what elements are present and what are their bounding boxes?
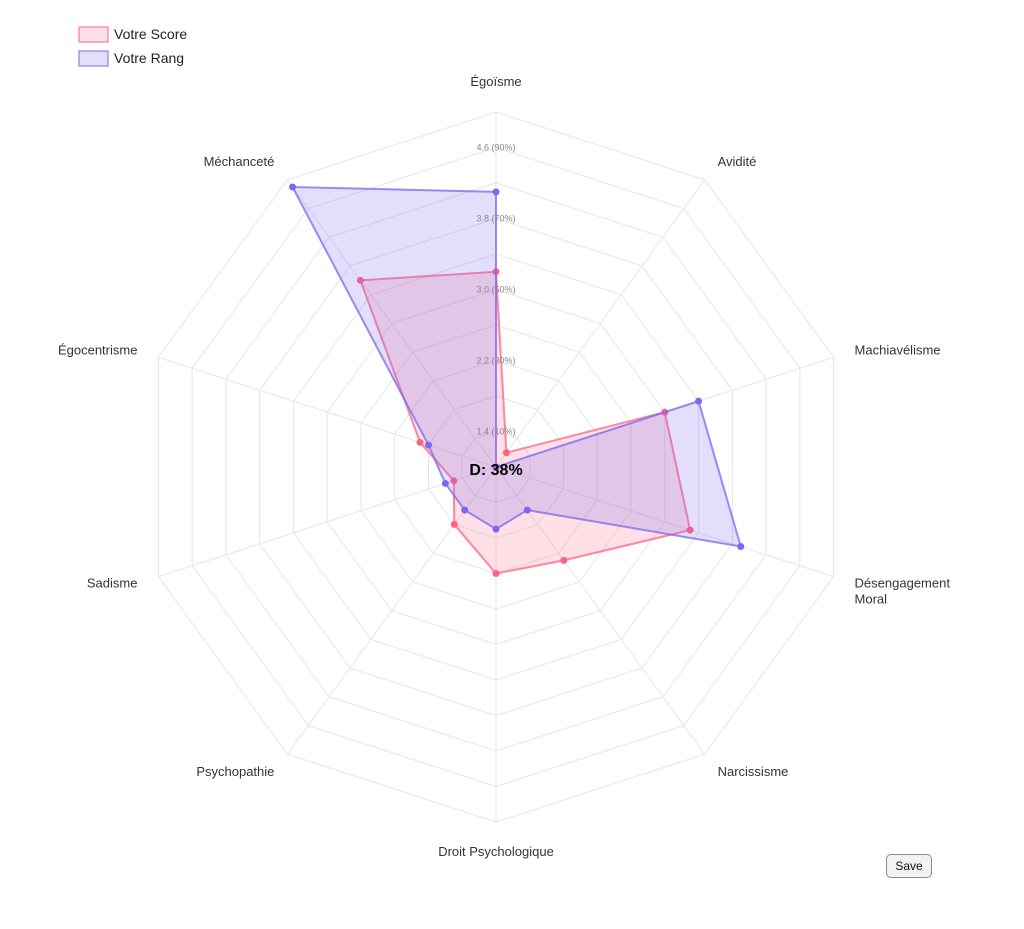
data-point [492, 525, 500, 533]
data-point [492, 570, 500, 577]
axis-label: Méchanceté [204, 154, 275, 169]
data-point [356, 276, 364, 284]
axis-label: Avidité [718, 154, 757, 169]
data-point [461, 506, 469, 514]
axis-label: Sadisme [87, 575, 138, 590]
grid-spoke [495, 466, 706, 755]
data-point [492, 463, 500, 471]
grid-spoke [158, 356, 497, 468]
data-point [424, 441, 432, 449]
grid-spoke [495, 466, 834, 578]
grid-spoke [286, 466, 497, 755]
data-point [450, 477, 458, 485]
axis-label: Égoïsme [470, 74, 521, 89]
tick-label: 3.8 (70%) [476, 214, 515, 224]
data-point [289, 183, 297, 191]
radar-series [289, 183, 745, 577]
axis-label: Narcissisme [718, 764, 789, 779]
data-point [686, 526, 694, 534]
axis-label: Droit Psychologique [438, 844, 554, 859]
data-point [523, 506, 531, 514]
data-point [416, 438, 424, 446]
axis-label: Psychopathie [196, 764, 274, 779]
tick-label: 2.2 (30%) [476, 356, 515, 366]
data-point [737, 543, 745, 551]
data-point [492, 188, 500, 196]
tick-label: 1.4 (10%) [476, 427, 515, 437]
grid-spoke [158, 466, 497, 578]
tick-label: 4.6 (90%) [476, 143, 515, 153]
tick-labels: 1.4 (10%) 2.2 (30%) 3.0 (50%) 3.8 (70%) 4.6 … [476, 143, 515, 437]
axis-label: Machiavélisme [855, 343, 941, 358]
data-point [450, 520, 458, 528]
grid-spoke [286, 179, 497, 468]
data-point [560, 556, 568, 564]
grid-spoke [495, 179, 706, 468]
axis-label: Égocentrisme [58, 343, 137, 358]
legend-swatch [78, 50, 109, 67]
legend-swatch [78, 26, 109, 43]
data-point [441, 479, 449, 487]
legend[interactable]: Votre Score Votre Rang [78, 26, 187, 67]
data-point [695, 397, 703, 405]
save-button[interactable]: Save [886, 854, 932, 878]
legend-item-label: Votre Rang [114, 50, 184, 66]
tick-label: 3.0 (50%) [476, 285, 515, 295]
axis-labels: Égoïsme Avidité Machiavélisme Désengagement… [58, 74, 950, 859]
axis-label: Désengagement Moral [855, 575, 951, 606]
data-point [502, 449, 510, 457]
center-label: D: 38% [469, 462, 522, 479]
legend-item-label: Votre Score [114, 26, 187, 42]
